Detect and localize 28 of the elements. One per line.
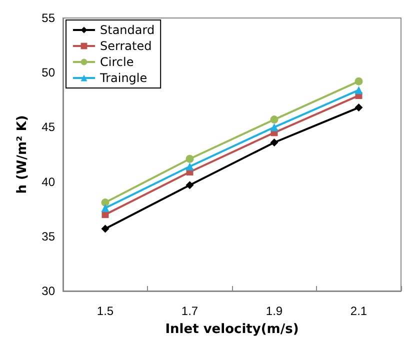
y-axis-title: h (W/m² K) — [15, 115, 30, 194]
x-tick-label: 1.7 — [181, 304, 198, 318]
point — [101, 198, 110, 207]
x-tick-label: 1.9 — [266, 304, 283, 318]
x-tick-label: 2.1 — [350, 304, 368, 318]
point — [101, 204, 110, 212]
y-tick-label: 35 — [42, 229, 56, 244]
y-tick-label: 45 — [42, 120, 56, 134]
y-tick-label: 50 — [42, 66, 56, 80]
legend-label: Standard — [100, 23, 155, 37]
point — [270, 123, 278, 132]
y-tick-label: 55 — [42, 11, 56, 25]
point — [354, 86, 363, 94]
point — [186, 154, 194, 163]
point — [354, 77, 363, 86]
legend-label: Serrated — [100, 39, 152, 53]
point — [186, 162, 194, 171]
point — [354, 104, 363, 112]
x-axis-title: Inlet velocity(m/s) — [165, 322, 299, 337]
y-tick-label: 40 — [42, 174, 56, 189]
point — [186, 181, 194, 190]
point — [270, 138, 278, 146]
point — [101, 224, 110, 233]
legend-label: Circle — [100, 55, 134, 69]
legend-label: Traingle — [99, 71, 148, 85]
point — [270, 116, 278, 124]
x-tick-label: 1.5 — [96, 304, 114, 318]
y-tick-label: 30 — [42, 284, 56, 298]
